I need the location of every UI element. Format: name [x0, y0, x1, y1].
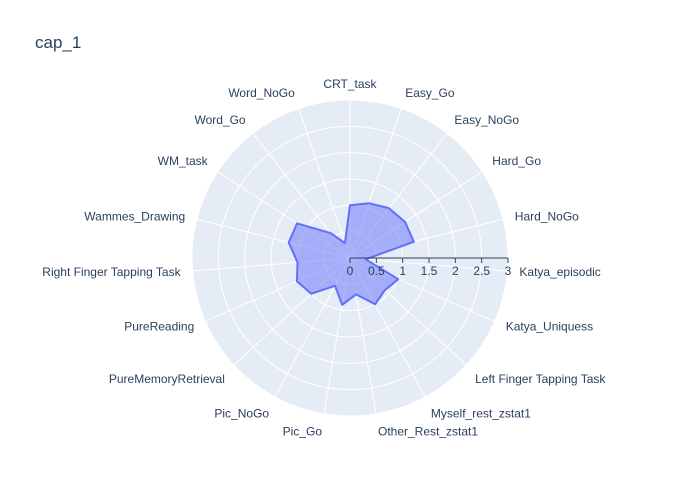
radial-tick-label: 1.5	[421, 264, 438, 278]
category-label: PureReading	[124, 319, 194, 333]
radial-tick-label: 2	[452, 264, 459, 278]
radial-tick-label: 3	[505, 264, 512, 278]
category-label: Myself_rest_zstat1	[431, 407, 531, 421]
category-label: Word_NoGo	[228, 86, 295, 100]
radial-tick-label: 1	[399, 264, 406, 278]
chart-title: cap_1	[35, 33, 82, 52]
radial-tick-label: 2.5	[473, 264, 490, 278]
radial-tick-label: 0.5	[368, 264, 385, 278]
category-label: Easy_NoGo	[454, 113, 519, 127]
category-label: Wammes_Drawing	[84, 209, 185, 223]
category-label: CRT_task	[323, 77, 377, 91]
series-area	[287, 202, 415, 306]
category-label: Left Finger Tapping Task	[475, 372, 606, 386]
category-label: Katya_Uniquess	[506, 319, 593, 333]
category-label: Word_Go	[194, 113, 245, 127]
category-label: Pic_Go	[283, 425, 323, 439]
category-label: WM_task	[158, 154, 209, 168]
category-label: Hard_NoGo	[515, 209, 579, 223]
grid-spoke	[298, 108, 351, 259]
category-label: PureMemoryRetrieval	[109, 372, 225, 386]
category-label: Easy_Go	[405, 86, 455, 100]
category-label: Katya_episodic	[519, 265, 600, 279]
category-label: Right Finger Tapping Task	[42, 265, 181, 279]
category-label: Pic_NoGo	[214, 407, 269, 421]
category-label: Hard_Go	[492, 154, 541, 168]
radial-tick-label: 0	[347, 264, 354, 278]
category-label: Other_Rest_zstat1	[378, 425, 478, 439]
